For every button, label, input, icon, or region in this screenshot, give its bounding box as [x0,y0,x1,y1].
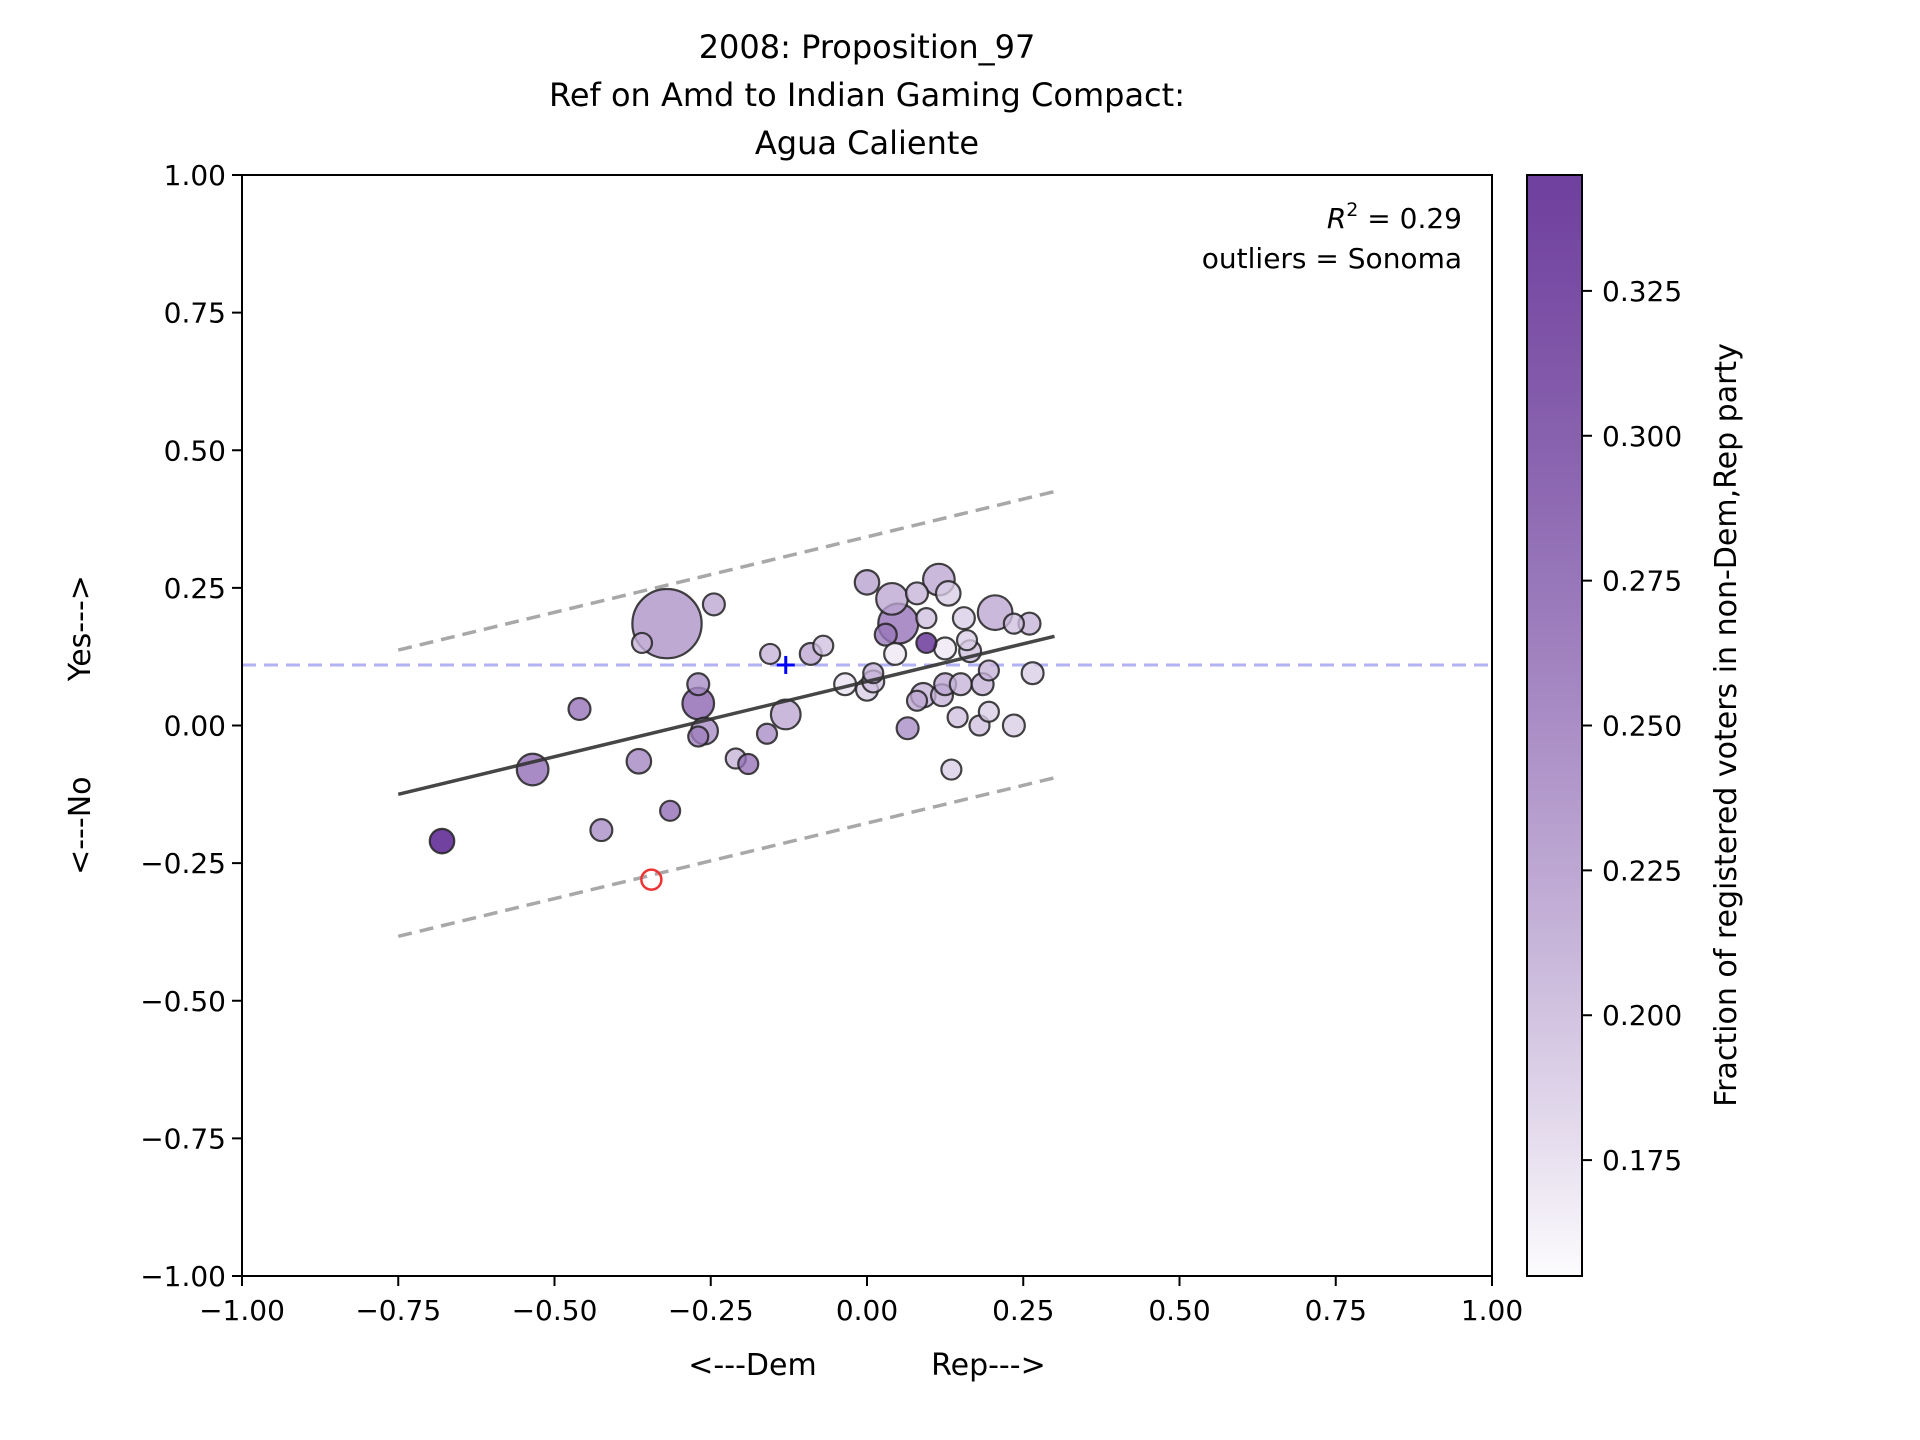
data-point [737,752,760,776]
colorbar-tick-label: 0.225 [1602,854,1682,887]
x-axis-label: <---Dem Rep---> [688,1348,1045,1383]
data-point [659,799,682,822]
r-squared-prefix: R [1327,202,1346,235]
y-tick-label: −0.50 [140,985,226,1018]
colorbar-tick-label: 0.175 [1602,1144,1682,1177]
chart-title: 2008: Proposition_97 Ref on Amd to India… [549,28,1185,162]
data-point [701,592,726,617]
y-tick-label: −0.25 [140,847,226,880]
outliers-annotation: outliers = Sonoma [1202,242,1462,275]
data-point [625,747,653,775]
x-tick-label: 1.00 [1461,1294,1523,1327]
data-point [875,581,909,616]
data-point [1001,713,1026,738]
y-tick-label: −1.00 [140,1260,226,1293]
colorbar-tick-label: 0.250 [1602,710,1682,743]
data-point [589,818,614,843]
colorbar-tick-label: 0.200 [1602,999,1682,1032]
data-point [905,689,929,712]
y-axis-label: <---No Yes---> [63,575,98,875]
data-point [1020,661,1045,686]
upper-band-line [397,489,1055,652]
title-line-3: Agua Caliente [755,124,979,162]
data-point [883,641,908,666]
data-point [940,758,963,781]
colorbar-tick-label: 0.300 [1602,420,1682,453]
y-axis: −1.00 −0.75 −0.50 −0.25 0.00 0.25 0.50 0.75 1.00 [140,159,242,1293]
data-point [915,607,938,630]
data-point [977,659,1000,682]
y-tick-label: 0.25 [164,572,226,605]
data-point [755,722,779,745]
colorbar-tick-label: 0.275 [1602,565,1682,598]
data-point [933,636,958,661]
data-point [951,606,976,631]
data-point [915,631,938,655]
data-point [428,827,456,855]
y-tick-label: 0.75 [164,297,226,330]
data-point [948,672,973,697]
data-point [1002,612,1025,635]
mean-marker [776,655,795,674]
data-point [977,700,1000,723]
colorbar [1526,174,1583,1277]
r-squared-sup: 2 [1346,199,1358,221]
x-tick-label: 0.25 [992,1294,1054,1327]
x-tick-label: −0.25 [668,1294,754,1327]
x-tick-label: −0.75 [355,1294,441,1327]
data-point [955,629,979,652]
r-squared-value: = 0.29 [1358,202,1462,235]
x-tick-label: −0.50 [512,1294,598,1327]
data-point [686,672,711,697]
x-tick-label: 0.00 [836,1294,898,1327]
colorbar-tick-label: 0.325 [1602,275,1682,308]
colorbar-axis: 0.175 0.200 0.225 0.250 0.275 0.300 0.325 [1582,275,1682,1177]
lower-band-line [397,776,1055,939]
data-point [873,622,898,647]
colorbar-label: Fraction of registered voters in non-Dem… [1709,343,1744,1107]
r-squared-annotation: R2 = 0.29 [1327,199,1462,235]
y-tick-label: 0.00 [164,710,226,743]
x-tick-label: 0.50 [1148,1294,1210,1327]
data-point [934,580,962,607]
x-tick-label: −1.00 [199,1294,285,1327]
data-point [630,631,654,655]
data-point [853,569,881,596]
x-tick-label: 0.75 [1305,1294,1367,1327]
data-point [946,706,969,729]
y-tick-label: 0.50 [164,434,226,467]
y-tick-label: −0.75 [140,1122,226,1155]
plot-layer [242,489,1492,939]
regression-line [397,634,1055,797]
x-axis: −1.00 −0.75 −0.50 −0.25 0.00 0.25 0.50 0.75 1.00 [199,1276,1523,1327]
outlier-point [640,868,663,891]
title-line-2: Ref on Amd to Indian Gaming Compact: [549,76,1185,114]
y-tick-label: 1.00 [164,159,226,192]
data-point [904,581,930,606]
data-point [895,716,920,741]
plot-area [242,175,1492,1276]
title-line-1: 2008: Proposition_97 [699,28,1036,66]
data-point [759,642,782,666]
data-point [687,725,710,748]
data-point [567,696,592,722]
data-point [812,634,835,657]
